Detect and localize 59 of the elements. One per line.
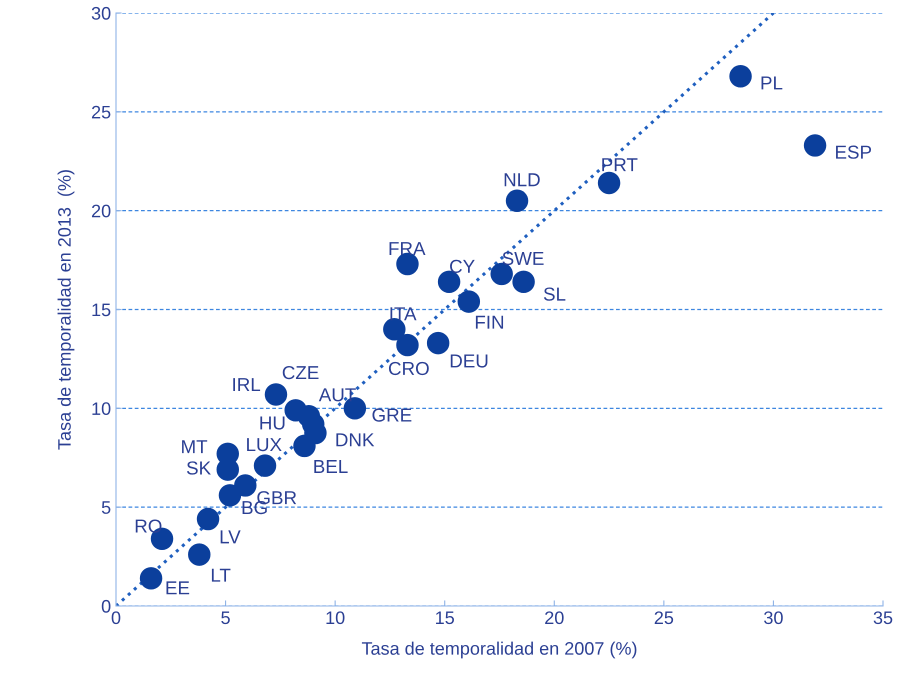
annotation: LUX	[247, 438, 282, 452]
point	[254, 454, 276, 477]
point	[598, 172, 620, 194]
point	[188, 543, 210, 566]
y-tick-label: 15	[92, 304, 110, 316]
point	[804, 134, 826, 157]
point	[426, 332, 450, 354]
annotation: PRT	[602, 158, 638, 172]
annotation: BEL	[314, 460, 348, 473]
annotation: SK	[186, 461, 211, 475]
annotation: FRA	[390, 242, 426, 255]
y-tick-label: 25	[92, 106, 110, 119]
annotation: RO	[136, 519, 162, 533]
annotation: ITA	[390, 307, 417, 320]
x-tick-label: 35	[874, 611, 892, 624]
y-axis-title: Tasa de temporalidad en 2013 (%)	[58, 170, 74, 450]
y-tick-label: 0	[102, 600, 110, 613]
x-tick-label: 20	[545, 611, 564, 624]
annotation: NLD	[504, 173, 540, 186]
annotation: LT	[212, 568, 230, 582]
annotation: LV	[220, 530, 241, 544]
x-tick-label: 0	[112, 611, 120, 624]
point	[396, 334, 419, 356]
y-tick-label: 10	[92, 402, 110, 416]
x-axis-title: Tasa de temporalidad en 2007 (%)	[362, 642, 636, 658]
annotation: FIN	[476, 316, 504, 329]
annotation: PL	[762, 76, 782, 90]
annotation: EE	[166, 581, 190, 594]
point	[140, 567, 162, 590]
point	[729, 65, 752, 88]
point	[196, 508, 220, 530]
point	[506, 190, 528, 212]
annotation: CY	[450, 260, 475, 273]
annotation: CZE	[282, 366, 319, 380]
point	[218, 484, 242, 507]
annotation: MT	[182, 440, 208, 454]
y-tick-label: 30	[92, 6, 110, 20]
x-tick-label: 25	[654, 611, 674, 624]
annotation: IRL	[233, 378, 260, 392]
annotation: AUT	[318, 388, 356, 402]
point	[293, 434, 316, 458]
annotation: SWE	[502, 252, 544, 266]
x-tick-label: 5	[221, 612, 230, 624]
annotation: HU	[260, 416, 284, 430]
x-tick-label: 15	[436, 612, 454, 624]
annotation: CRO	[388, 362, 429, 376]
y-tick-label: 20	[92, 204, 110, 218]
annotation: DEU	[450, 354, 488, 368]
point	[512, 270, 535, 294]
annotation: GRE	[372, 408, 412, 422]
annotation: SL	[544, 287, 566, 301]
point	[234, 474, 257, 497]
x-tick-label: 10	[326, 611, 344, 624]
annotation: DNK	[336, 433, 374, 446]
y-tick-label: 5	[102, 501, 110, 514]
point	[264, 383, 288, 406]
annotation: ESP	[836, 146, 872, 159]
point	[458, 290, 480, 313]
x-tick-label: 30	[764, 611, 783, 624]
